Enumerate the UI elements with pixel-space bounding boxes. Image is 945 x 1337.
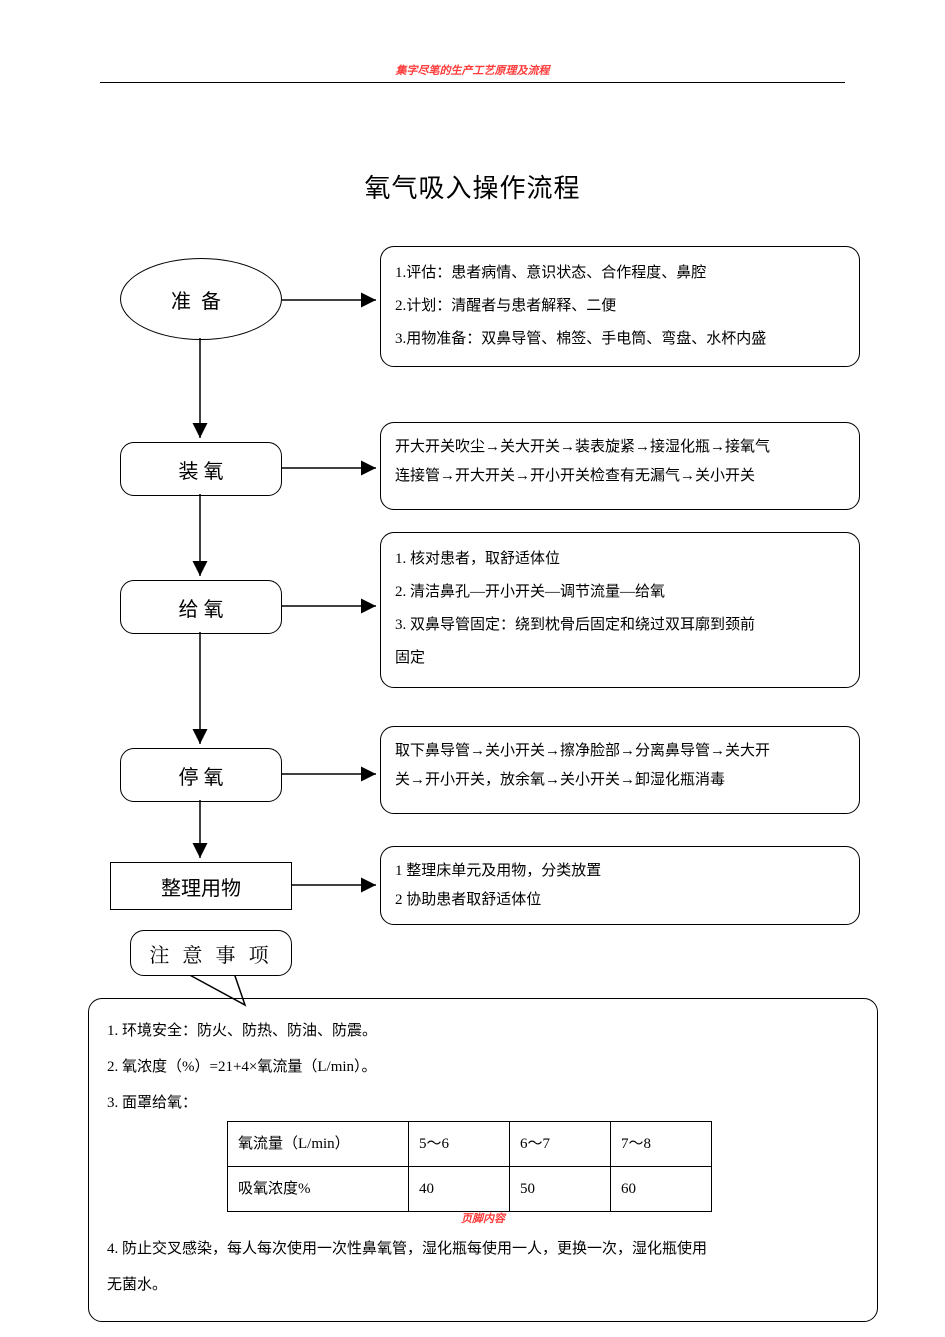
step-give: 给 氧 (120, 580, 282, 634)
desc-load: 开大开关吹尘→关大开关→装表旋紧→接湿化瓶→接氧气连接管→开大开关→开小开关检查… (380, 422, 860, 510)
page-footer-small: 页脚内容 (107, 1214, 859, 1225)
attention-box: 1. 环境安全：防火、防热、防油、防震。2. 氧浓度（%）=21+4×氧流量（L… (88, 998, 878, 1322)
attention-label: 注 意 事 项 (130, 930, 292, 976)
step-load: 装 氧 (120, 442, 282, 496)
desc-prep: 1.评估：患者病情、意识状态、合作程度、鼻腔2.计划：清醒者与患者解释、二便3.… (380, 246, 860, 367)
step-stop: 停 氧 (120, 748, 282, 802)
desc-give: 1. 核对患者，取舒适体位2. 清洁鼻孔—开小开关—调节流量—给氧3. 双鼻导管… (380, 532, 860, 688)
step-prep: 准备 (120, 258, 282, 340)
desc-tidy: 1 整理床单元及用物，分类放置2 协助患者取舒适体位 (380, 846, 860, 925)
step-tidy: 整理用物 (110, 862, 292, 910)
oxygen-table: 氧流量（L/min）5～66～77～8吸氧浓度%405060 (227, 1121, 712, 1212)
desc-stop: 取下鼻导管→关小开关→擦净脸部→分离鼻导管→关大开关→开小开关，放余氧→关小开关… (380, 726, 860, 814)
